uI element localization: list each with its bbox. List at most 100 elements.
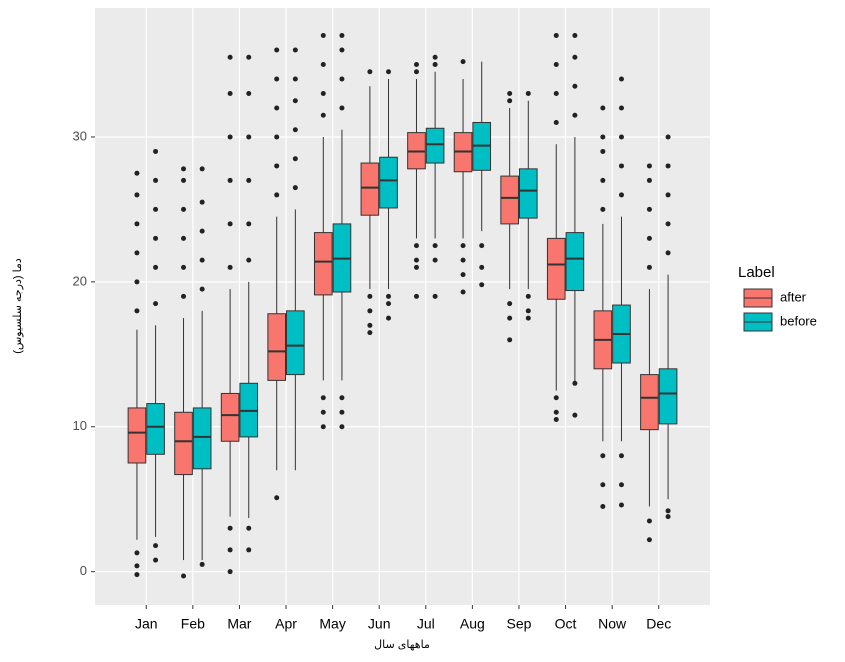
outlier: [320, 395, 326, 401]
outlier: [274, 134, 280, 140]
outlier: [134, 250, 140, 256]
outlier: [227, 221, 233, 227]
outlier: [227, 177, 233, 183]
outlier: [413, 257, 419, 263]
outlier: [134, 572, 140, 578]
outlier: [367, 308, 373, 314]
outlier: [553, 395, 559, 401]
outlier: [134, 279, 140, 285]
outlier: [507, 337, 513, 343]
box: [640, 374, 659, 431]
outlier: [292, 185, 298, 191]
outlier: [153, 206, 159, 212]
outlier: [227, 569, 233, 575]
box: [500, 175, 519, 225]
outlier: [199, 166, 205, 172]
outlier: [227, 547, 233, 553]
outlier: [246, 221, 252, 227]
outlier: [339, 105, 345, 111]
outlier: [339, 409, 345, 415]
outlier: [153, 557, 159, 563]
outlier: [320, 409, 326, 415]
outlier: [153, 177, 159, 183]
outlier: [339, 47, 345, 53]
box: [174, 411, 193, 476]
outlier: [665, 163, 671, 169]
panel: [95, 8, 710, 605]
outlier: [572, 33, 578, 39]
outlier: [199, 199, 205, 205]
outlier: [181, 206, 187, 212]
outlier: [413, 293, 419, 299]
outlier: [460, 257, 466, 263]
outlier: [507, 90, 513, 96]
legend-title: Label: [738, 264, 775, 281]
outlier: [386, 301, 392, 307]
outlier: [320, 424, 326, 430]
outlier: [199, 561, 205, 567]
x-tick-label: Apr: [275, 616, 297, 632]
outlier: [600, 503, 606, 509]
outlier: [525, 315, 531, 321]
outlier: [479, 243, 485, 249]
legend-label: after: [780, 289, 807, 304]
outlier: [292, 98, 298, 104]
outlier: [367, 293, 373, 299]
outlier: [320, 33, 326, 39]
box: [565, 232, 585, 292]
outlier: [339, 76, 345, 82]
y-tick-label: 20: [73, 273, 87, 288]
x-tick-label: Jan: [135, 616, 158, 632]
outlier: [460, 272, 466, 278]
y-tick-label: 30: [73, 128, 87, 143]
outlier: [432, 293, 438, 299]
outlier: [460, 59, 466, 65]
outlier: [507, 98, 513, 104]
outlier: [600, 453, 606, 459]
outlier: [246, 547, 252, 553]
outlier: [646, 177, 652, 183]
box: [313, 232, 333, 296]
outlier: [618, 76, 624, 82]
outlier: [246, 177, 252, 183]
outlier: [618, 134, 624, 140]
outlier: [227, 54, 233, 60]
y-tick-label: 10: [73, 418, 87, 433]
outlier: [413, 69, 419, 75]
outlier: [665, 250, 671, 256]
outlier: [432, 257, 438, 263]
outlier: [600, 134, 606, 140]
outlier: [153, 264, 159, 270]
outlier: [153, 235, 159, 241]
x-axis-label: ماههای سال: [374, 639, 430, 651]
outlier: [665, 134, 671, 140]
outlier: [553, 90, 559, 96]
outlier: [432, 54, 438, 60]
outlier: [134, 550, 140, 556]
outlier: [553, 62, 559, 68]
outlier: [181, 177, 187, 183]
outlier: [227, 90, 233, 96]
outlier: [134, 221, 140, 227]
outlier: [199, 257, 205, 263]
outlier: [665, 192, 671, 198]
outlier: [646, 163, 652, 169]
outlier: [134, 308, 140, 314]
outlier: [339, 395, 345, 401]
x-tick-label: Dec: [646, 616, 671, 632]
outlier: [600, 482, 606, 488]
outlier: [246, 525, 252, 531]
x-tick-label: May: [319, 616, 345, 632]
outlier: [432, 243, 438, 249]
outlier: [320, 112, 326, 118]
outlier: [274, 192, 280, 198]
outlier: [553, 409, 559, 415]
x-tick-label: Jul: [417, 616, 435, 632]
outlier: [181, 166, 187, 172]
outlier: [339, 33, 345, 39]
outlier: [134, 563, 140, 569]
outlier: [227, 264, 233, 270]
outlier: [153, 301, 159, 307]
outlier: [292, 47, 298, 53]
outlier: [292, 156, 298, 162]
